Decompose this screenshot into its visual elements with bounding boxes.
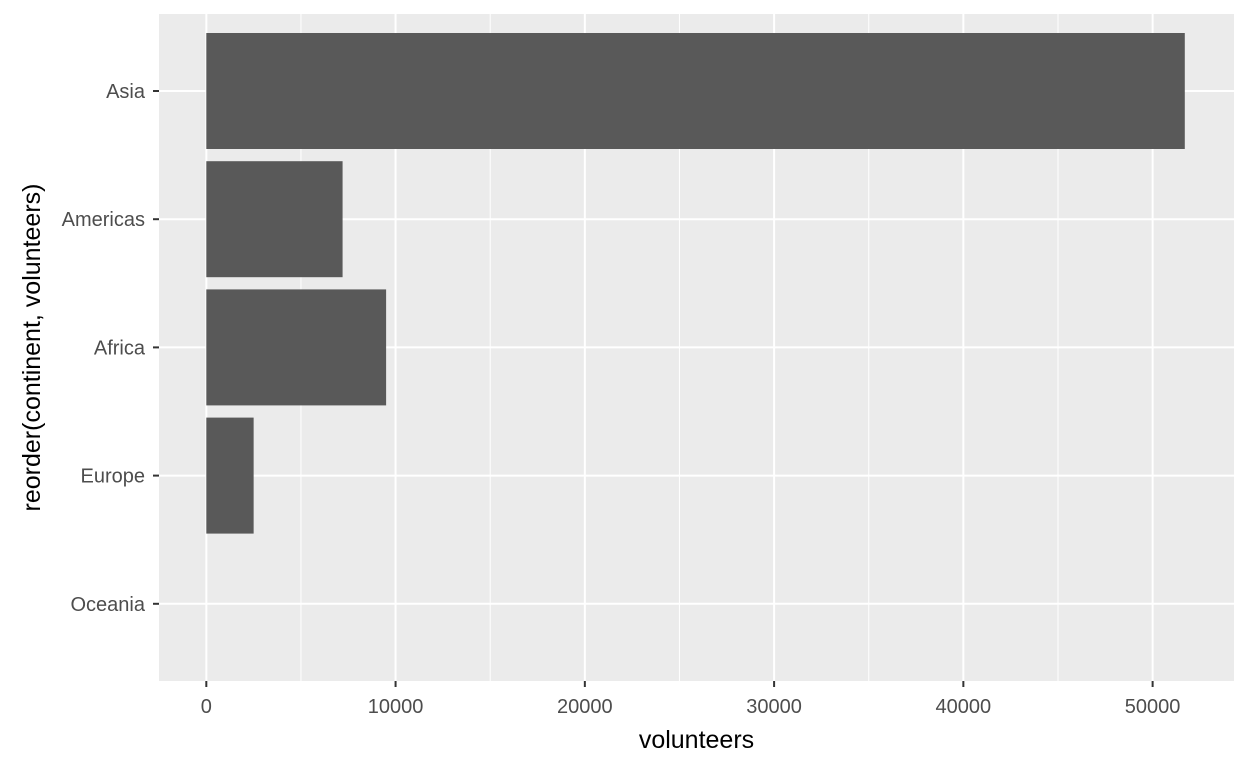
x-tick-label: 20000 [557, 696, 613, 718]
x-tick-label: 50000 [1125, 696, 1181, 718]
x-axis-title: volunteers [639, 726, 754, 754]
x-axis: 0 10000 20000 30000 40000 50000 [201, 681, 1181, 718]
bar-africa: Africa: 9500 [206, 289, 387, 406]
bars: Asia: 51700 Americas: 7200Africa: 9500 Eur… [206, 33, 1185, 534]
y-axis-title: reorder(continent, volunteers) [18, 184, 46, 512]
y-tick-label: Oceania [71, 594, 146, 616]
bar-asia: Asia: 51700 [206, 33, 1185, 149]
x-tick-label: 30000 [746, 696, 802, 718]
bar-europe: Europe: 2500 [206, 417, 254, 534]
y-axis: Asia Americas Africa Europe Oceania [62, 81, 159, 616]
y-tick-label: Europe [81, 466, 146, 488]
y-tick-label: Asia [106, 81, 146, 103]
x-tick-label: 40000 [936, 696, 992, 718]
y-tick-label: Africa [94, 337, 146, 359]
x-tick-label: 0 [201, 696, 212, 718]
bar-americas: Americas: 7200 [206, 161, 343, 278]
y-tick-label: Americas [62, 209, 145, 231]
x-tick-label: 10000 [368, 696, 424, 718]
